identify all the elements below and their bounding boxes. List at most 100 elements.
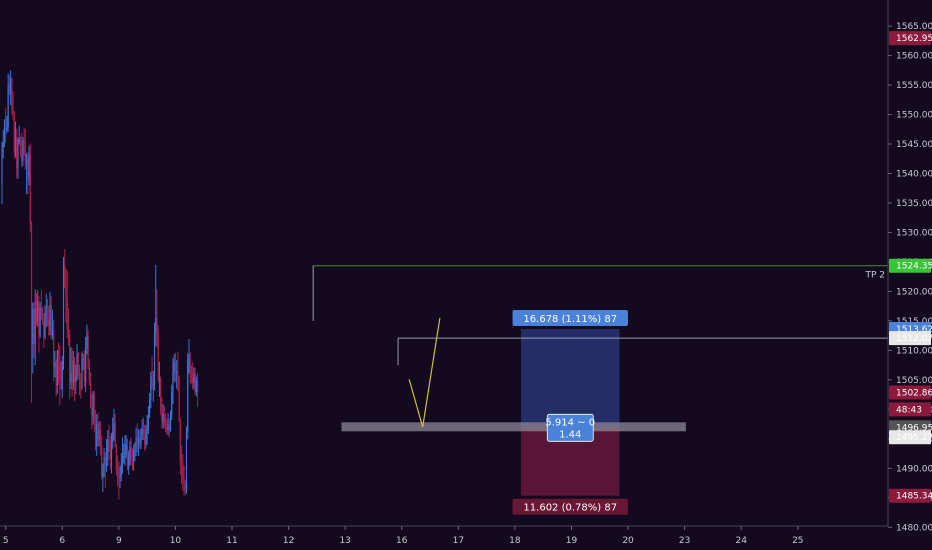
candle-body xyxy=(156,317,158,333)
y-tick-label: 1550.000 xyxy=(896,111,932,121)
candle-body xyxy=(103,456,105,471)
candle-body xyxy=(76,353,78,376)
candle-body xyxy=(37,302,39,322)
candle-body xyxy=(56,350,58,386)
y-tick-label: 1565.000 xyxy=(896,22,932,32)
x-tick-label: 20 xyxy=(622,536,634,546)
loss-label-bg xyxy=(512,498,628,515)
x-tick-label: 17 xyxy=(453,536,464,546)
candle-body xyxy=(89,381,92,409)
candle-body xyxy=(192,376,194,384)
candle-body xyxy=(150,376,152,400)
y-tick-label: 1545.000 xyxy=(896,140,932,150)
candle-body xyxy=(14,137,17,153)
price-tag-label: 1495.273 xyxy=(896,433,932,443)
candle-body xyxy=(19,139,22,155)
candle-body xyxy=(179,420,181,463)
candle-body xyxy=(118,476,120,478)
candle-body xyxy=(123,455,125,457)
candle-body xyxy=(178,378,180,421)
x-tick-label: 6 xyxy=(59,536,65,546)
candle-body xyxy=(196,380,199,393)
candle-body xyxy=(18,139,20,142)
x-tick-label: 10 xyxy=(170,536,182,546)
candle-body xyxy=(172,371,174,393)
candle-body xyxy=(126,445,129,469)
tp2-label: TP 2 xyxy=(864,271,885,281)
price-tag xyxy=(889,31,931,46)
candle-body xyxy=(11,78,13,107)
candle-body xyxy=(32,309,34,345)
position-labels: 16.678 (1.11%) 87 11.602 (0.78%) 87 5.914 … xyxy=(512,309,628,515)
candle-body xyxy=(190,376,193,378)
candle-body xyxy=(147,414,149,429)
candle-body xyxy=(97,424,99,440)
price-tag xyxy=(889,385,931,400)
candle-body xyxy=(23,140,25,152)
candle-body xyxy=(64,265,66,288)
candle-body xyxy=(34,308,36,345)
candle-body xyxy=(113,423,115,433)
profit-label-bg xyxy=(512,309,628,326)
candle-body xyxy=(162,414,164,422)
candle-body xyxy=(30,224,33,345)
x-tick-label: 9 xyxy=(116,536,122,546)
price-tag xyxy=(889,331,931,346)
candle-body xyxy=(182,464,184,480)
candle-body xyxy=(67,329,70,336)
y-tick-label: 1555.000 xyxy=(896,81,932,91)
price-tag-label: 1485.349 xyxy=(896,492,932,502)
candle-body xyxy=(41,316,44,322)
candle-body xyxy=(77,353,79,376)
candle-body xyxy=(130,447,132,461)
candle-body xyxy=(164,425,167,428)
candle-body xyxy=(8,85,10,93)
y-tick-label: 1520.000 xyxy=(896,287,932,297)
x-tick-label: 11 xyxy=(226,536,237,546)
x-tick-label: 12 xyxy=(283,536,294,546)
candle-body xyxy=(189,355,191,377)
loss-label: 11.602 (0.78%) 87 xyxy=(523,503,617,514)
candle-body xyxy=(93,395,95,422)
candle-body xyxy=(163,414,165,426)
candle-body xyxy=(51,330,54,336)
x-tick-label: 23 xyxy=(679,536,690,546)
candle-body xyxy=(5,127,7,130)
candle-body xyxy=(133,450,135,461)
candle-body xyxy=(168,424,170,431)
candle-body xyxy=(12,106,14,114)
candle-body xyxy=(98,429,100,440)
candlesticks xyxy=(1,70,199,500)
candle-body xyxy=(124,453,126,456)
drawing-lines: TP 2 xyxy=(312,265,888,432)
profit-label: 16.678 (1.11%) 87 xyxy=(523,314,617,325)
candle-body xyxy=(92,395,94,416)
candle-body xyxy=(35,308,38,322)
candle-body xyxy=(176,371,178,373)
candle-body xyxy=(72,360,74,383)
candle-body xyxy=(105,459,108,466)
candle-body xyxy=(144,436,146,445)
candle-body xyxy=(13,113,15,153)
profit-zone xyxy=(521,328,620,428)
candle-body xyxy=(43,321,45,338)
price-tag-label: 1512.070 xyxy=(896,334,932,344)
candle-body xyxy=(149,399,151,415)
candle-body xyxy=(166,427,168,430)
y-tick-label: 1530.000 xyxy=(896,228,932,238)
price-tag xyxy=(889,488,931,503)
candle-body xyxy=(177,371,179,379)
x-tick-label: 19 xyxy=(566,536,578,546)
candle-body xyxy=(2,143,4,148)
x-tick-label: 18 xyxy=(509,536,521,546)
candle-body xyxy=(69,335,71,383)
candle-body xyxy=(6,126,8,130)
candle-body xyxy=(45,313,47,315)
candle-body xyxy=(54,362,56,367)
candle-body xyxy=(146,428,148,430)
candle-body xyxy=(104,456,106,466)
candle-body xyxy=(62,265,65,361)
candle-body xyxy=(151,376,153,386)
candle-body xyxy=(29,154,31,225)
